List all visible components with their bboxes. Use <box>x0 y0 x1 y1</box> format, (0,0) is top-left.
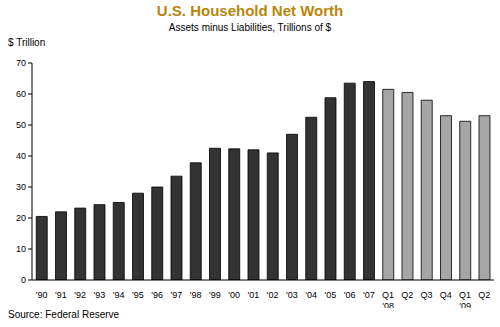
svg-text:'04: '04 <box>305 290 317 300</box>
svg-text:'98: '98 <box>190 290 202 300</box>
svg-text:40: 40 <box>16 151 26 161</box>
svg-text:Q1'08: Q1'08 <box>382 290 394 308</box>
svg-text:'94: '94 <box>113 290 125 300</box>
svg-text:'93: '93 <box>94 290 106 300</box>
html-text:U.S. Household Net Worth: U.S. Household Net Worth <box>156 2 344 19</box>
svg-text:Q4: Q4 <box>440 290 452 300</box>
svg-text:'01: '01 <box>248 290 260 300</box>
svg-text:'99: '99 <box>209 290 221 300</box>
svg-text:'07: '07 <box>363 290 375 300</box>
svg-text:'96: '96 <box>151 290 163 300</box>
svg-text:30: 30 <box>16 182 26 192</box>
svg-text:Q1'09: Q1'09 <box>459 290 471 308</box>
svg-text:'91: '91 <box>55 290 67 300</box>
svg-text:'95: '95 <box>132 290 144 300</box>
svg-text:Q2: Q2 <box>401 290 413 300</box>
svg-text:'05: '05 <box>325 290 337 300</box>
svg-text:'00: '00 <box>228 290 240 300</box>
svg-text:'97: '97 <box>171 290 183 300</box>
html-text:$ Trillion: $ Trillion <box>8 37 46 48</box>
svg-text:'92: '92 <box>74 290 86 300</box>
html-text:Source: Federal Reserve: Source: Federal Reserve <box>8 309 120 320</box>
svg-text:60: 60 <box>16 89 26 99</box>
svg-text:Q3: Q3 <box>421 290 433 300</box>
svg-text:0: 0 <box>21 275 26 285</box>
svg-text:Q2: Q2 <box>478 290 490 300</box>
svg-text:70: 70 <box>16 58 26 68</box>
svg-text:'06: '06 <box>344 290 356 300</box>
svg-text:50: 50 <box>16 120 26 130</box>
svg-text:'90: '90 <box>36 290 48 300</box>
svg-text:'03: '03 <box>286 290 298 300</box>
svg-text:20: 20 <box>16 213 26 223</box>
html-text:Assets minus Liabilities, Tril: Assets minus Liabilities, Trillions of $ <box>168 22 332 33</box>
svg-text:'02: '02 <box>267 290 279 300</box>
svg-text:10: 10 <box>16 244 26 254</box>
